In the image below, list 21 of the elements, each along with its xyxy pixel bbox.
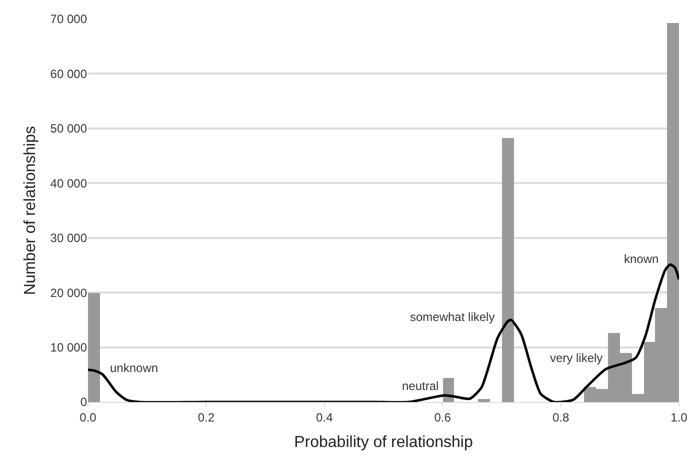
y-axis-title: Number of relationships xyxy=(22,126,40,295)
x-tick-label: 1.0 xyxy=(670,410,688,424)
y-tick-label: 50 000 xyxy=(50,122,88,136)
x-tick-label: 0.6 xyxy=(434,410,452,424)
x-tick-label: 0.2 xyxy=(198,410,215,424)
x-axis-title: Probability of relationship xyxy=(294,434,473,452)
y-tick-label: 10 000 xyxy=(50,340,88,354)
y-tick-label: 30 000 xyxy=(50,231,88,246)
y-tick-label: 70 000 xyxy=(50,12,88,26)
y-tick-label: 20 000 xyxy=(50,286,88,300)
x-tick-label: 0.4 xyxy=(316,410,334,424)
annotation: known xyxy=(624,252,659,266)
annotation: very likely xyxy=(550,351,603,365)
x-tick-label: 0.0 xyxy=(80,410,97,424)
y-tick-label: 60 000 xyxy=(50,66,88,81)
y-tick-label: 40 000 xyxy=(50,176,88,190)
y-tick-label: 0 xyxy=(80,395,88,410)
x-tick-label: 0.8 xyxy=(552,410,570,424)
annotation: unknown xyxy=(110,361,158,375)
annotation: somewhat likely xyxy=(410,310,495,324)
annotation: neutral xyxy=(402,379,439,393)
